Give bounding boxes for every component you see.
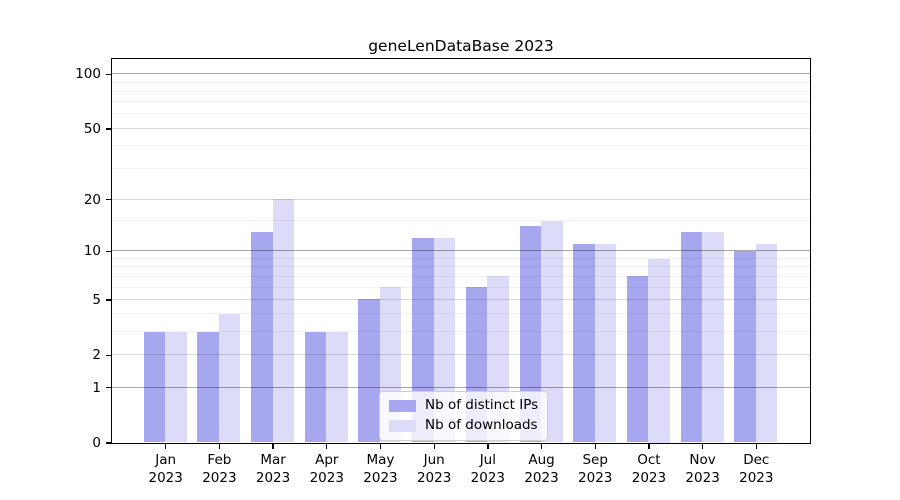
- bar-downloads-apr: [326, 331, 348, 443]
- ytick-label-50: 50: [83, 120, 101, 137]
- bar-ips-nov: [680, 231, 703, 443]
- ytick-label-20: 20: [83, 191, 101, 208]
- ytick-label-2: 2: [92, 347, 101, 364]
- bar-ips-oct: [626, 276, 649, 443]
- xtick-label-mar: Mar 2023: [255, 452, 291, 486]
- xtick-mark-jun: [433, 444, 435, 449]
- ytick-mark-50: [105, 128, 111, 130]
- xtick-label-feb: Feb 2023: [202, 452, 237, 486]
- xtick-label-jun: Jun 2023: [416, 452, 452, 486]
- bars-layer: [112, 59, 810, 443]
- bar-ips-sep: [573, 243, 595, 443]
- xtick-label-aug: Aug 2023: [524, 452, 559, 486]
- ytick-label-100: 100: [75, 66, 101, 83]
- ytick-label-0: 0: [92, 435, 101, 451]
- xtick-mark-feb: [218, 444, 221, 449]
- bar-ips-may: [358, 299, 380, 443]
- bar-ips-mar: [251, 231, 273, 443]
- xtick-label-nov: Nov 2023: [685, 452, 720, 486]
- xtick-mark-sep: [594, 444, 596, 449]
- xtick-mark-nov: [702, 444, 704, 449]
- xtick-mark-aug: [540, 444, 543, 449]
- legend-row-downloads: Nb of downloads: [389, 417, 538, 434]
- xtick-label-sep: Sep 2023: [578, 452, 613, 486]
- bar-ips-feb: [197, 331, 219, 443]
- bar-downloads-sep: [594, 243, 617, 443]
- bar-ips-jan: [143, 331, 166, 443]
- bar-downloads-dec: [755, 243, 778, 443]
- xtick-mark-jul: [487, 444, 489, 449]
- bar-ips-dec: [734, 250, 756, 443]
- ytick-mark-0: [105, 442, 111, 444]
- ytick-label-5: 5: [92, 291, 101, 308]
- xtick-label-jan: Jan 2023: [148, 452, 183, 486]
- ytick-mark-2: [105, 354, 111, 356]
- xtick-label-apr: Apr 2023: [309, 452, 344, 486]
- xtick-label-may: May 2023: [363, 452, 398, 486]
- xtick-mark-may: [379, 444, 382, 449]
- legend-swatch-distinct-ips: [389, 399, 416, 412]
- xtick-mark-apr: [326, 444, 328, 449]
- ytick-mark-10: [105, 250, 111, 253]
- ytick-label-1: 1: [92, 379, 101, 396]
- plot-area: [110, 57, 811, 444]
- bar-ips-aug: [519, 226, 542, 443]
- legend: Nb of distinct IPs Nb of downloads: [379, 391, 549, 441]
- legend-label-distinct-ips: Nb of distinct IPs: [425, 397, 539, 413]
- ytick-label-10: 10: [83, 243, 101, 260]
- xtick-mark-oct: [648, 444, 650, 449]
- bar-downloads-mar: [272, 199, 295, 443]
- bar-downloads-feb: [218, 313, 241, 443]
- xtick-mark-jan: [165, 444, 167, 449]
- x-axis: Jan 2023 Feb 2023 Mar 2023 Apr 2023 May 2023 Jun 20…: [112, 443, 810, 498]
- chart-title: geneLenDataBase 2023: [368, 37, 554, 55]
- bar-downloads-jan: [165, 331, 187, 443]
- xtick-label-oct: Oct 2023: [631, 452, 667, 486]
- legend-swatch-downloads: [389, 419, 416, 432]
- bar-ips-apr: [304, 331, 327, 443]
- xtick-label-dec: Dec 2023: [739, 452, 774, 486]
- legend-row-distinct-ips: Nb of distinct IPs: [389, 397, 538, 414]
- ytick-mark-20: [105, 199, 111, 201]
- ytick-mark-1: [105, 387, 111, 389]
- legend-label-downloads: Nb of downloads: [425, 417, 538, 433]
- xtick-mark-mar: [272, 444, 274, 449]
- bar-downloads-aug: [541, 220, 563, 443]
- xtick-label-jul: Jul 2023: [470, 452, 506, 486]
- ytick-mark-100: [105, 73, 111, 75]
- xtick-mark-dec: [755, 444, 757, 449]
- bar-downloads-nov: [702, 231, 724, 443]
- y-axis: 0 1 2 5 10 20 50 100: [0, 59, 112, 451]
- ytick-mark-5: [105, 299, 111, 301]
- bar-downloads-oct: [648, 258, 670, 443]
